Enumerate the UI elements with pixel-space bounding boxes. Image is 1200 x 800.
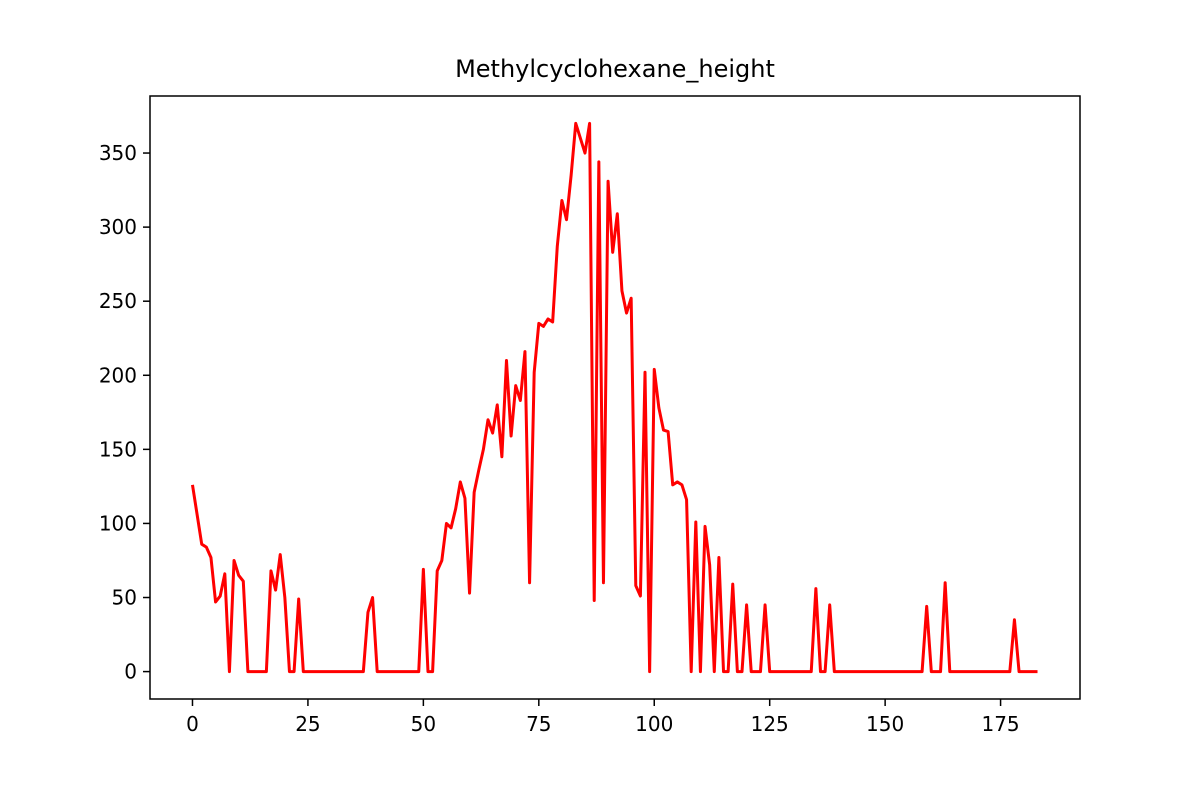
x-axis: 0 25 50 75 100 125 150 175	[186, 699, 1020, 736]
y-tick-label: 50	[112, 586, 137, 610]
y-tick-label: 100	[99, 511, 137, 535]
y-tick-label: 300	[99, 215, 137, 239]
plot-area	[190, 121, 1038, 674]
x-tick-label: 125	[751, 712, 789, 736]
y-tick-label: 250	[99, 289, 137, 313]
chart-title: Methylcyclohexane_height	[455, 55, 775, 83]
x-tick-label: 100	[635, 712, 673, 736]
series-line	[190, 121, 1038, 674]
y-tick-label: 350	[99, 141, 137, 165]
x-tick-label: 75	[526, 712, 551, 736]
x-tick-label: 50	[411, 712, 436, 736]
y-tick-label: 200	[99, 363, 137, 387]
x-tick-label: 150	[866, 712, 904, 736]
plot-frame	[149, 95, 1081, 700]
y-axis: 0 50 100 150 200 250 300 350	[99, 141, 150, 684]
y-tick-label: 150	[99, 437, 137, 461]
x-tick-label: 175	[981, 712, 1019, 736]
x-tick-label: 0	[186, 712, 199, 736]
x-tick-label: 25	[295, 712, 320, 736]
y-tick-label: 0	[124, 660, 137, 684]
